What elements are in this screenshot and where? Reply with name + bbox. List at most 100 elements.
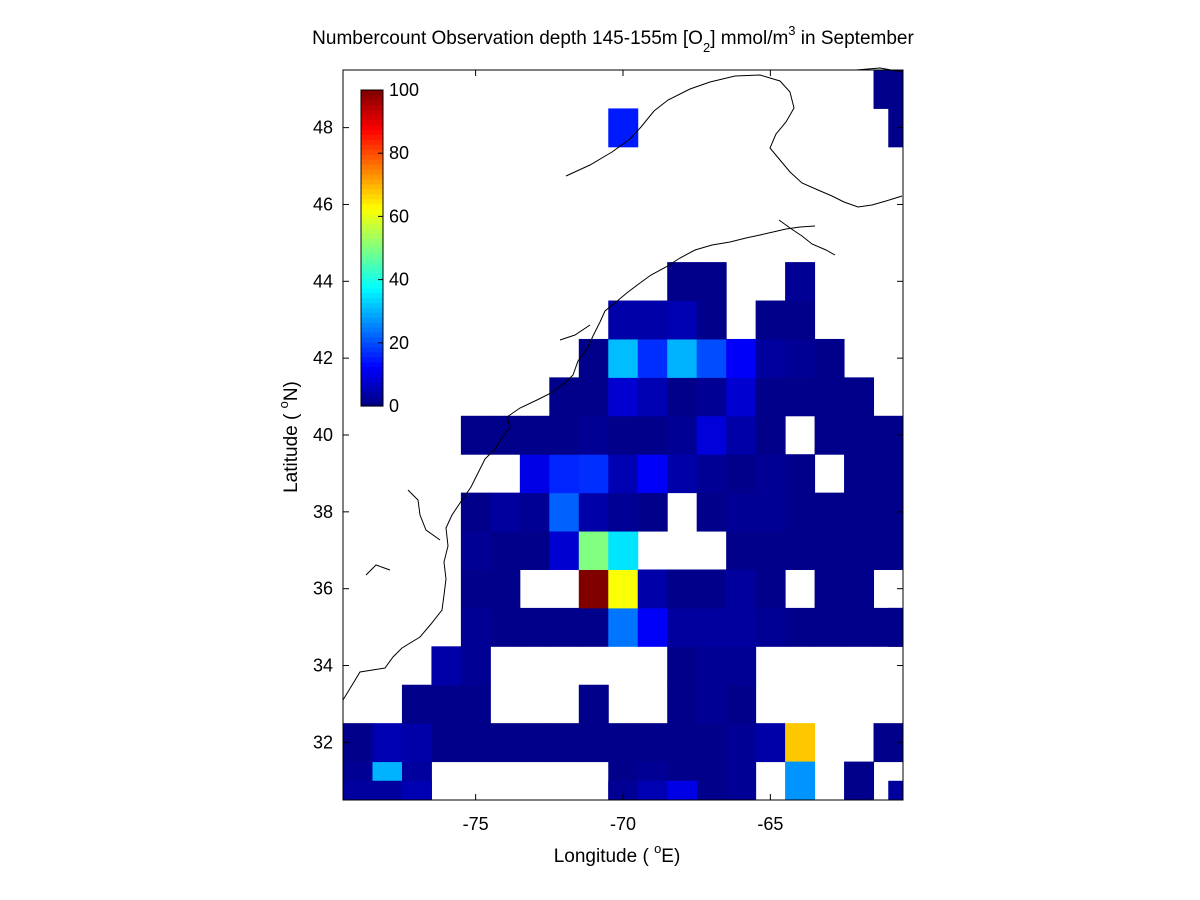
colorbar-segment	[361, 322, 383, 328]
colorbar-segment	[361, 341, 383, 348]
heatmap-cell	[578, 377, 609, 417]
heatmap-cell	[578, 454, 609, 494]
colorbar-segment	[361, 178, 383, 185]
heatmap-cell	[814, 492, 845, 532]
colorbar-segment	[361, 277, 383, 284]
heatmap-cell	[888, 607, 904, 647]
colorbar-segment	[361, 302, 383, 308]
heatmap-cell	[785, 262, 816, 302]
x-tick-label: -65	[757, 814, 783, 834]
colorbar-segment	[361, 193, 383, 200]
heatmap-cell	[549, 531, 580, 570]
heatmap-cell	[490, 607, 521, 647]
heatmap-cell	[667, 300, 698, 340]
colorbar-segment	[361, 401, 383, 407]
heatmap-cell	[873, 531, 904, 570]
colorbar-segment	[361, 218, 383, 224]
heatmap-cell	[696, 646, 727, 686]
heatmap-cell	[637, 780, 668, 801]
colorbar-segment	[361, 287, 383, 294]
heatmap-cell	[844, 415, 875, 455]
heatmap-cell	[667, 262, 698, 302]
heatmap-cell	[873, 454, 904, 494]
x-axis-ticks: -75 -70 -65	[463, 70, 783, 834]
colorbar-segment	[361, 94, 383, 101]
colorbar-segment	[361, 233, 383, 239]
colorbar-segment	[361, 169, 383, 175]
colorbar-segment	[361, 267, 383, 274]
heatmap-cell	[637, 569, 668, 609]
colorbar-segment	[361, 346, 383, 353]
heatmap-cell	[608, 531, 639, 570]
heatmap-cell	[460, 646, 491, 686]
heatmap-cell	[490, 492, 521, 532]
colorbar-segment	[361, 188, 383, 195]
heatmap-cell	[460, 492, 491, 532]
heatmap-cell	[519, 531, 550, 570]
colorbar-segment	[361, 248, 383, 254]
heatmap-cell	[844, 454, 875, 494]
colorbar-segment	[361, 164, 383, 170]
heatmap-cell	[755, 531, 786, 570]
heatmap-cell	[696, 454, 727, 494]
colorbar-segment	[361, 307, 383, 313]
heatmap-cell	[814, 607, 845, 647]
heatmap-cell	[372, 723, 403, 763]
colorbar-segment	[361, 159, 383, 165]
colorbar-segment	[361, 183, 383, 190]
heatmap-cell	[755, 607, 786, 647]
heatmap-cell	[726, 569, 757, 609]
colorbar-segment	[361, 203, 383, 210]
heatmap-cell	[726, 492, 757, 532]
heatmap-cell	[637, 338, 668, 378]
colorbar-segment	[361, 124, 383, 131]
heatmap-cell	[696, 723, 727, 763]
heatmap-cells	[343, 70, 904, 801]
heatmap-cell	[637, 454, 668, 494]
heatmap-cell	[785, 723, 816, 763]
heatmap-cell	[608, 108, 639, 148]
colorbar-segment	[361, 331, 383, 338]
heatmap-cell	[785, 300, 816, 340]
heatmap-cell	[696, 377, 727, 417]
heatmap-cell	[726, 761, 757, 801]
y-tick-label: 32	[313, 732, 333, 752]
heatmap-cell	[726, 684, 757, 724]
heatmap-cell	[490, 531, 521, 570]
heatmap-cell	[372, 780, 403, 801]
colorbar-segment	[361, 243, 383, 249]
colorbar-tick-label: 100	[389, 80, 419, 100]
colorbar-segment	[361, 119, 383, 126]
heatmap-cell	[785, 454, 816, 494]
colorbar-segment	[361, 297, 383, 303]
colorbar-segment	[361, 282, 383, 289]
colorbar-segment	[361, 391, 383, 397]
colorbar-segment	[361, 149, 383, 155]
y-tick-label: 38	[313, 502, 333, 522]
colorbar-segment	[361, 208, 383, 215]
heatmap-cell	[519, 607, 550, 647]
heatmap-cell	[667, 377, 698, 417]
y-tick-label: 40	[313, 425, 333, 445]
heatmap-cell	[608, 569, 639, 609]
heatmap-cell	[637, 492, 668, 532]
colorbar-segment	[361, 134, 383, 140]
heatmap-cell	[726, 607, 757, 647]
heatmap-cell	[726, 338, 757, 378]
heatmap-cell	[667, 415, 698, 455]
heatmap-cell	[578, 569, 609, 609]
colorbar-segment	[361, 292, 383, 298]
colorbar-tick-label: 20	[389, 333, 409, 353]
colorbar-segment	[361, 376, 383, 382]
colorbar-segment	[361, 198, 383, 205]
heatmap-cell	[785, 761, 816, 801]
heatmap-cell	[844, 531, 875, 570]
colorbar-segment	[361, 381, 383, 387]
heatmap-cell	[519, 454, 550, 494]
heatmap-cell	[549, 492, 580, 532]
heatmap-cell	[696, 684, 727, 724]
heatmap-cell	[608, 723, 639, 763]
heatmap-cell	[696, 338, 727, 378]
colorbar-segment	[361, 109, 383, 116]
